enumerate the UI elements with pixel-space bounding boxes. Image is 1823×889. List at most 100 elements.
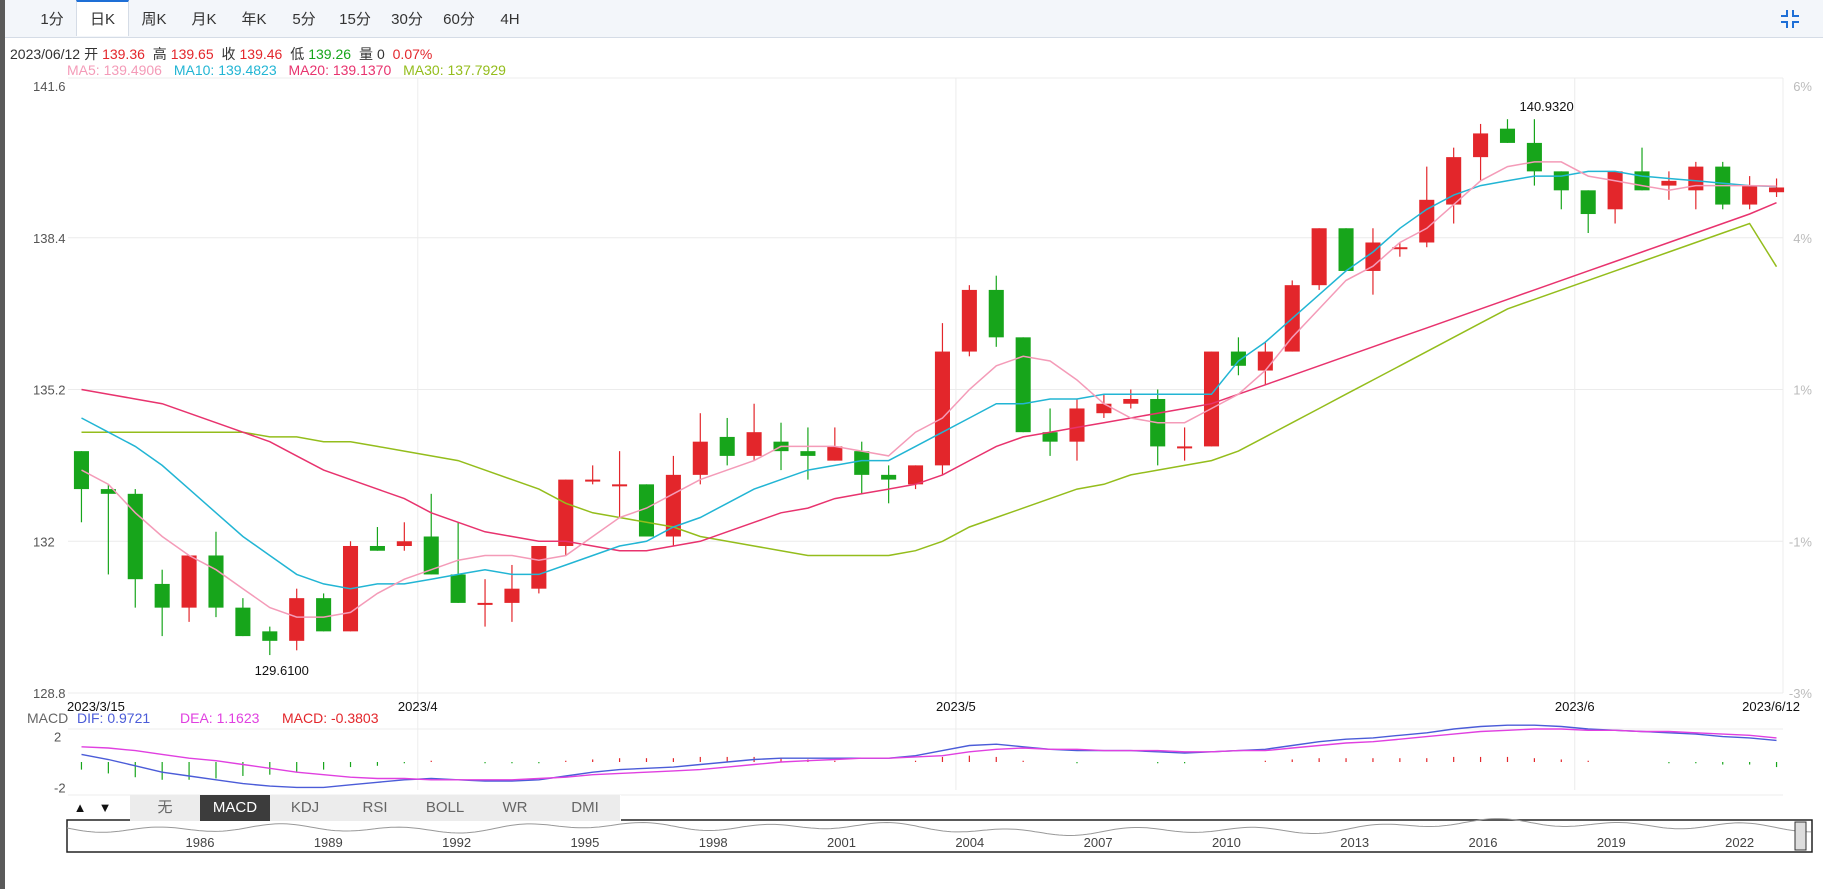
dea-line [81,728,1777,781]
candle-body [908,465,924,485]
close-label: 收 [221,46,236,62]
navigator-year-label: 2016 [1469,835,1498,850]
candle-body [665,474,681,537]
ma20-legend: MA20: 139.1370 [288,62,392,78]
y-tick-label: 138.4 [33,231,66,246]
candle-body [369,545,385,551]
candle-body [1365,242,1381,271]
candle-body [692,441,708,475]
candle-body [854,451,870,475]
candle-body [181,555,197,608]
ma-legend: MA5: 139.4906 MA10: 139.4823 MA20: 139.1… [67,62,514,78]
candle-body [1688,166,1704,191]
high-label: 高 [152,46,167,62]
candle-body [127,493,143,580]
change-percent: 0.07% [392,46,433,62]
candle-body [1419,199,1435,243]
navigator-year-label: 1998 [699,835,728,850]
candle-body [988,289,1004,338]
navigator: 1986 1989 1992 1995 1998 2001 2004 2007 2010 2013… [66,818,1813,853]
volume-label: 量 [358,46,373,62]
indicator-tab-dmi[interactable]: DMI [550,795,621,821]
indicator-tab-boll[interactable]: BOLL [410,795,481,821]
date-axis: 2023/3/15 2023/4 2023/5 2023/6 2023/6/12 [67,699,1800,714]
arrow-up-button[interactable]: ▲ [73,800,87,815]
low-value: 139.26 [308,46,352,62]
y-tick-label: 128.8 [33,686,66,701]
candle-body [1742,185,1758,205]
ma30-legend: MA30: 137.7929 [403,62,506,78]
indicator-tab-kdj[interactable]: KDJ [270,795,341,821]
candle-body [558,479,574,546]
candle-body [1203,351,1220,447]
candle-body [1284,285,1300,352]
pct-tick-label: -3% [1789,686,1813,701]
close-value: 139.46 [239,46,283,62]
candle-body [1338,228,1354,271]
navigator-year-label: 2004 [955,835,984,850]
candle-body [800,451,816,456]
y-tick-label: 135.2 [33,383,66,398]
candle-body [73,451,89,490]
x-axis-label: 2023/4 [398,699,438,714]
candle-body [262,631,278,641]
fullscreen-icon[interactable] [1779,8,1801,30]
candle-body [1096,403,1112,414]
navigator-year-label: 1992 [442,835,471,850]
navigator-frame [66,819,1813,853]
tab-weekly[interactable]: 周K [141,11,167,28]
dif-line [81,724,1777,789]
tab-30min[interactable]: 30分 [391,11,423,28]
navigator-year-label: 2007 [1084,835,1113,850]
candle-body [773,441,789,452]
candle-body [1311,228,1327,286]
candle-body [1015,337,1031,433]
tab-5min[interactable]: 5分 [292,11,316,28]
candle-body [1526,142,1542,172]
y-tick-label: 132 [33,534,55,549]
percent-axis: 6% 4% 1% -1% -3% [1789,79,1813,701]
navigator-year-label: 1989 [314,835,343,850]
candle-body [477,602,493,605]
tab-daily[interactable]: 日K [76,0,129,36]
tab-monthly[interactable]: 月K [191,11,217,28]
tab-15min[interactable]: 15分 [339,11,371,28]
indicator-tab-macd[interactable]: MACD [200,795,271,821]
candle-body [719,436,735,456]
candle-body [961,289,977,352]
candle-body [208,555,224,608]
candle-body [1499,128,1516,143]
low-price-annotation: 129.6100 [255,663,309,678]
low-label: 低 [290,46,305,62]
arrow-down-button[interactable]: ▼ [98,800,112,815]
candle-body [1069,408,1085,442]
candle-body [638,484,655,537]
candle-body [1607,171,1623,210]
indicator-tab-none[interactable]: 无 [130,795,201,821]
pct-tick-label: 4% [1793,231,1812,246]
x-axis-label: 2023/3/15 [67,699,125,714]
navigator-series [66,818,1812,836]
price-axis: 141.6 138.4 135.2 132 128.8 [33,79,66,701]
candle-body [531,545,547,589]
candle-body [423,536,439,575]
ma5-legend: MA5: 139.4906 [67,62,162,78]
tab-4h[interactable]: 4H [500,11,520,28]
tab-1min[interactable]: 1分 [40,11,64,28]
navigator-handle[interactable] [1794,821,1807,851]
indicator-tab-wr[interactable]: WR [480,795,551,821]
macd-y-tick: -2 [54,780,66,795]
dif-label: DIF: 0.9721 [77,710,150,726]
left-edge-bar [0,0,5,889]
macd-value-label: MACD: -0.3803 [282,710,379,726]
indicator-tab-rsi[interactable]: RSI [340,795,411,821]
navigator-year-label: 1986 [186,835,215,850]
tab-60min[interactable]: 60分 [443,11,475,28]
navigator-year-label: 2001 [827,835,856,850]
candle-body [504,588,520,603]
macd-lines [81,724,1777,789]
ohlc-info-bar: 2023/06/12 开 139.36 高 139.65 收 139.46 低 139.2… [10,44,436,64]
candle-body [1580,190,1596,215]
tab-yearly[interactable]: 年K [241,11,267,28]
